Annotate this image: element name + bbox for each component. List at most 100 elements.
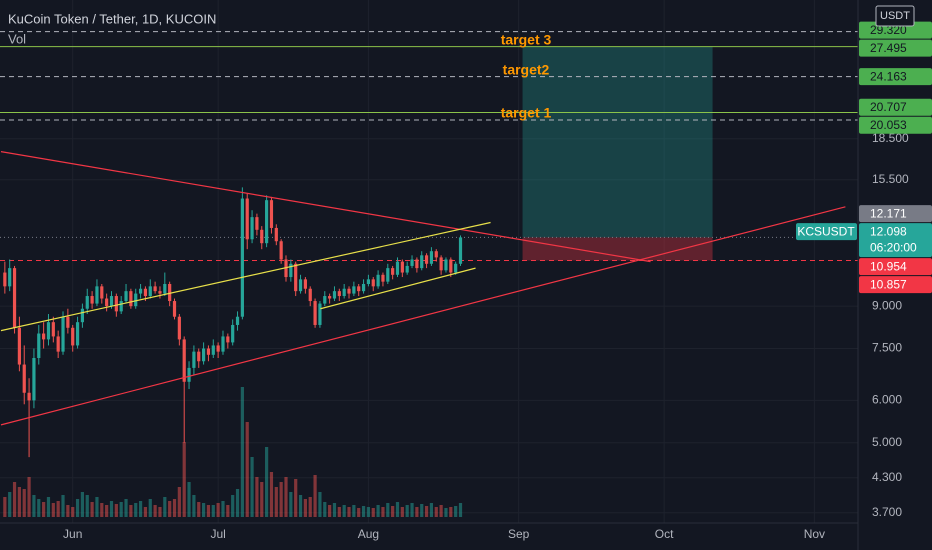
price-tag bbox=[859, 98, 932, 116]
y-tick-label: 5.000 bbox=[872, 435, 902, 449]
candle-body bbox=[376, 274, 380, 287]
volume-bar bbox=[357, 508, 361, 517]
volume-bar bbox=[298, 495, 303, 517]
chart-title: KuCoin Token / Tether, 1D, KUCOIN bbox=[8, 11, 216, 26]
volume-bar bbox=[308, 497, 312, 517]
candle-body bbox=[303, 279, 307, 289]
x-tick-label: Sep bbox=[508, 527, 530, 541]
candle-body bbox=[211, 345, 215, 355]
volume-bar bbox=[8, 492, 12, 517]
candle-body bbox=[71, 327, 75, 346]
volume-bar bbox=[32, 495, 36, 517]
candle-body bbox=[313, 301, 317, 325]
candle-body bbox=[32, 358, 36, 401]
candle-body bbox=[269, 200, 274, 228]
candle-body bbox=[352, 286, 356, 294]
candle-body bbox=[17, 327, 21, 365]
candle-body bbox=[226, 336, 230, 343]
loss-zone bbox=[522, 237, 713, 261]
volume-bar bbox=[332, 503, 337, 517]
countdown: 06:20:00 bbox=[870, 240, 917, 254]
candle-body bbox=[347, 288, 351, 294]
candle-body bbox=[454, 263, 458, 273]
volume-bar bbox=[22, 489, 26, 517]
candle-body bbox=[216, 345, 220, 352]
candle-body bbox=[27, 392, 31, 401]
currency[interactable]: USDT bbox=[880, 10, 910, 22]
candle-body bbox=[177, 316, 181, 340]
volume-bar bbox=[361, 506, 366, 517]
candle-body bbox=[381, 274, 385, 282]
price-tag-label: 12.171 bbox=[870, 206, 907, 220]
candle-body bbox=[22, 364, 26, 393]
volume-bar bbox=[420, 504, 424, 517]
level-label: target 1 bbox=[501, 105, 552, 121]
volume-bar bbox=[294, 479, 298, 517]
volume-bar bbox=[201, 503, 206, 517]
volume-bar bbox=[153, 505, 157, 517]
profit-zone bbox=[522, 46, 713, 238]
price-tag-label: 27.495 bbox=[870, 41, 907, 55]
volume-bar bbox=[221, 501, 225, 517]
volume-bar bbox=[381, 507, 385, 517]
volume-bar bbox=[187, 482, 191, 517]
candle-body bbox=[308, 288, 312, 302]
candle-body bbox=[105, 298, 109, 307]
volume-bar bbox=[168, 501, 172, 517]
volume-bar bbox=[37, 499, 41, 517]
volume-bar bbox=[250, 457, 254, 517]
candle-body bbox=[337, 291, 341, 297]
volume-bar bbox=[138, 501, 143, 517]
volume-bar bbox=[337, 507, 341, 517]
volume-bar bbox=[75, 499, 80, 517]
candle-body bbox=[391, 268, 395, 275]
candle-body bbox=[458, 237, 463, 264]
candle-body bbox=[56, 336, 60, 352]
candle-body bbox=[328, 296, 332, 299]
volume-bar bbox=[143, 507, 148, 517]
candle-body bbox=[197, 351, 201, 362]
volume-bar bbox=[424, 506, 429, 517]
candle-body bbox=[168, 283, 172, 302]
candle-body bbox=[221, 336, 225, 352]
candle-body bbox=[265, 200, 269, 244]
volume-bar bbox=[400, 507, 404, 517]
candle-body bbox=[163, 283, 167, 294]
candle-body bbox=[114, 296, 118, 312]
volume-bar bbox=[240, 387, 244, 517]
candle-body bbox=[449, 259, 453, 273]
candle-body bbox=[109, 296, 114, 307]
candle-body bbox=[371, 279, 375, 287]
volume-bar bbox=[105, 505, 109, 517]
x-tick-label: Nov bbox=[804, 527, 825, 541]
currency-box[interactable] bbox=[875, 5, 915, 27]
volume-bar bbox=[129, 505, 133, 517]
trendline bbox=[0, 206, 846, 426]
price-tag bbox=[859, 39, 932, 57]
candle-body bbox=[129, 291, 133, 307]
volume-bar bbox=[66, 505, 70, 517]
candle-body bbox=[153, 286, 157, 292]
volume-bar bbox=[265, 447, 269, 517]
volume-bar bbox=[260, 482, 264, 517]
candle-body bbox=[235, 316, 240, 325]
volume-bar bbox=[100, 503, 104, 517]
candle-body bbox=[400, 261, 404, 273]
volume-bar bbox=[192, 495, 196, 517]
candle-body bbox=[318, 303, 322, 325]
volume-bar bbox=[318, 492, 322, 517]
volume-bar bbox=[216, 503, 220, 517]
volume-bar bbox=[80, 492, 85, 517]
volume-bar bbox=[444, 508, 448, 517]
volume-bar bbox=[85, 495, 89, 517]
volume-bar bbox=[284, 477, 288, 517]
trendline bbox=[0, 221, 491, 332]
volume-bar bbox=[172, 499, 177, 517]
volume-bar bbox=[56, 501, 60, 517]
volume-bar bbox=[429, 503, 434, 517]
candle-body bbox=[37, 333, 41, 359]
price-tag bbox=[859, 276, 932, 294]
candle-body bbox=[332, 291, 337, 299]
volume-bar bbox=[386, 503, 390, 517]
